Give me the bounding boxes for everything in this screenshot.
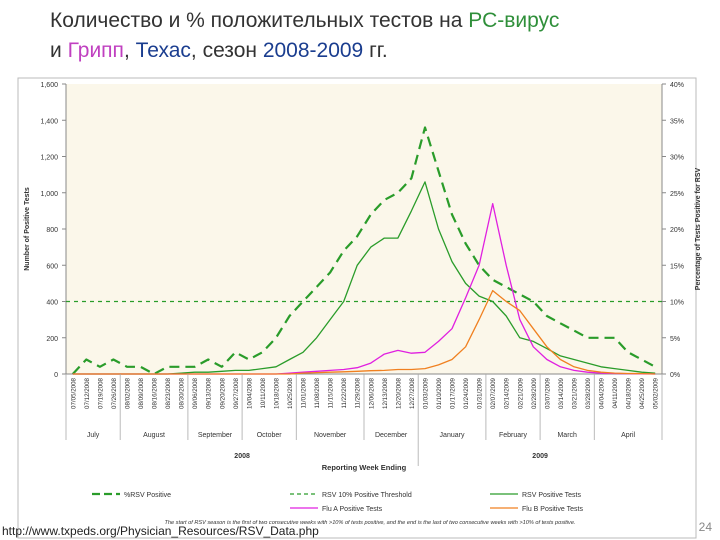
x-tick-label: 07/12/2008	[84, 377, 91, 409]
y2-axis-title: Percentage of Tests Positive for RSV	[695, 167, 702, 290]
x-tick-label: 03/28/2009	[585, 377, 592, 409]
x-tick-label: 07/05/2008	[70, 377, 77, 409]
title-rsv: РС-вирус	[468, 9, 560, 32]
y-tick-label: 1,000	[40, 191, 58, 198]
x-tick-label: 03/07/2009	[544, 377, 551, 409]
x-tick-label: 08/02/2008	[125, 377, 132, 409]
x-tick-label: 08/30/2008	[179, 377, 186, 409]
y-tick-label: 1,600	[40, 82, 58, 89]
x-tick-label: 10/25/2008	[287, 377, 294, 409]
y-tick-label: 400	[46, 300, 58, 307]
chart-footnote: The start of RSV season is the first of …	[164, 520, 575, 526]
x-tick-label: 12/20/2008	[395, 377, 402, 409]
x-tick-label: 05/02/2009	[653, 377, 660, 409]
x-tick-label: 07/26/2008	[111, 377, 118, 409]
month-label: October	[257, 432, 283, 439]
x-tick-label: 01/24/2009	[463, 377, 470, 409]
x-tick-label: 01/03/2009	[423, 377, 430, 409]
title-texas: Техас	[135, 39, 191, 62]
legend-label: RSV Positive Tests	[522, 492, 582, 499]
x-tick-label: 01/10/2009	[436, 377, 443, 409]
x-tick-label: 12/06/2008	[368, 377, 375, 409]
x-tick-label: 08/23/2008	[165, 377, 172, 409]
x-tick-label: 02/21/2009	[517, 377, 524, 409]
series-line-0	[71, 126, 656, 376]
y2-tick-label: 10%	[670, 300, 684, 307]
y2-tick-label: 20%	[670, 227, 684, 234]
month-label: December	[375, 432, 408, 439]
x-axis-title: Reporting Week Ending	[322, 463, 407, 472]
y-axis-title: Number of Positive Tests	[24, 187, 31, 271]
month-label: August	[143, 432, 165, 439]
x-tick-label: 11/01/2008	[301, 377, 308, 408]
legend-label: RSV 10% Positive Threshold	[322, 492, 412, 499]
title-line2-a: и	[50, 39, 68, 62]
x-tick-label: 03/21/2009	[572, 377, 579, 409]
x-tick-label: 11/08/2008	[314, 377, 321, 408]
title-line2-g: гг.	[363, 39, 388, 62]
legend-label: %RSV Positive	[124, 492, 171, 499]
x-tick-label: 08/09/2008	[138, 377, 145, 409]
series-line-4	[72, 289, 656, 375]
page-number: 24	[698, 520, 712, 534]
x-tick-label: 07/19/2008	[97, 377, 104, 409]
month-label: February	[499, 432, 528, 439]
month-label: April	[621, 432, 635, 439]
x-tick-label: 09/06/2008	[192, 377, 199, 409]
title-line2-e: , сезон	[190, 39, 263, 62]
footer-url[interactable]: http://www.txpeds.org/Physician_Resource…	[2, 524, 319, 538]
x-tick-label: 09/20/2008	[219, 377, 226, 409]
y2-tick-label: 35%	[670, 118, 684, 125]
y-tick-label: 800	[46, 227, 58, 234]
x-tick-label: 02/07/2009	[490, 377, 497, 409]
y2-tick-label: 25%	[670, 191, 684, 198]
x-tick-label: 08/16/2008	[152, 377, 159, 409]
month-label: March	[557, 432, 577, 439]
x-tick-label: 11/29/2008	[355, 377, 362, 408]
x-tick-label: 01/31/2009	[477, 377, 484, 409]
month-label: November	[314, 432, 347, 439]
legend-label: Flu A Positive Tests	[322, 506, 383, 513]
title-line2-c: ,	[123, 39, 136, 62]
month-label: January	[440, 432, 465, 439]
x-tick-label: 02/28/2009	[531, 377, 538, 409]
x-tick-label: 10/11/2008	[260, 377, 267, 408]
title-line1-a: Количество и % положительных тестов на	[50, 9, 469, 32]
x-tick-label: 10/18/2008	[274, 377, 281, 409]
y-tick-label: 0	[54, 372, 58, 379]
x-tick-label: 02/14/2009	[504, 377, 511, 409]
month-label: September	[198, 432, 233, 439]
y2-tick-label: 40%	[670, 82, 684, 89]
y-tick-label: 200	[46, 336, 58, 343]
y2-tick-label: 0%	[670, 372, 680, 379]
x-tick-label: 04/11/2009	[612, 377, 619, 408]
legend-label: Flu B Positive Tests	[522, 506, 583, 513]
y-tick-label: 1,200	[40, 155, 58, 162]
x-tick-label: 03/14/2009	[558, 377, 565, 409]
y-tick-label: 1,400	[40, 118, 58, 125]
x-tick-label: 10/04/2008	[246, 377, 253, 409]
x-tick-label: 01/17/2009	[450, 377, 457, 409]
y2-tick-label: 5%	[670, 336, 680, 343]
x-tick-label: 11/15/2008	[328, 377, 335, 408]
slide-title: Количество и % положительных тестов на Р…	[50, 6, 710, 66]
year-label: 2008	[234, 453, 250, 460]
title-flu: Грипп	[67, 39, 124, 62]
year-label: 2009	[532, 453, 548, 460]
x-tick-label: 09/13/2008	[206, 377, 213, 409]
x-tick-label: 04/18/2009	[626, 377, 633, 409]
x-tick-label: 12/13/2008	[382, 377, 389, 409]
y2-tick-label: 30%	[670, 155, 684, 162]
x-tick-label: 12/27/2008	[409, 377, 416, 409]
title-season: 2008-2009	[262, 39, 364, 62]
y-tick-label: 600	[46, 263, 58, 270]
x-tick-label: 04/25/2009	[639, 377, 646, 409]
plot-area	[66, 84, 662, 374]
x-tick-label: 04/04/2009	[599, 377, 606, 409]
x-tick-label: 11/22/2008	[341, 377, 348, 408]
y2-tick-label: 15%	[670, 263, 684, 270]
month-label: July	[87, 432, 100, 439]
x-tick-label: 09/27/2008	[233, 377, 240, 409]
